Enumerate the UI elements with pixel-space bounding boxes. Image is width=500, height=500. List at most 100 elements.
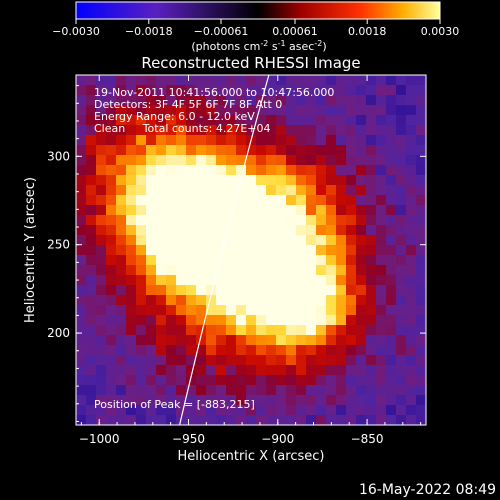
heatmap-pixel bbox=[156, 75, 167, 86]
heatmap-pixel bbox=[376, 415, 387, 425]
heatmap-pixel bbox=[296, 105, 307, 116]
heatmap-pixel bbox=[126, 235, 137, 246]
heatmap-pixel bbox=[256, 385, 267, 396]
heatmap-pixel bbox=[356, 335, 367, 346]
heatmap-pixel bbox=[246, 335, 257, 346]
heatmap-pixel bbox=[406, 205, 417, 216]
heatmap-pixel bbox=[306, 295, 317, 306]
heatmap-pixel bbox=[346, 345, 357, 356]
heatmap-pixel bbox=[206, 395, 217, 406]
heatmap-pixel bbox=[326, 415, 337, 425]
heatmap-pixel bbox=[186, 285, 197, 296]
heatmap-pixel bbox=[246, 265, 257, 276]
heatmap-pixel bbox=[76, 205, 87, 216]
heatmap-pixel bbox=[116, 315, 127, 326]
annotation-time: 19-Nov-2011 10:41:56.000 to 10:47:56.000 bbox=[94, 86, 334, 99]
heatmap-pixel bbox=[246, 145, 257, 156]
heatmap-pixel bbox=[336, 365, 347, 376]
heatmap-pixel bbox=[246, 75, 257, 86]
heatmap-pixel bbox=[106, 255, 117, 266]
heatmap-pixel bbox=[306, 215, 317, 226]
heatmap-pixel bbox=[116, 115, 127, 126]
heatmap-pixel bbox=[96, 75, 107, 86]
heatmap-pixel bbox=[286, 415, 297, 425]
heatmap-pixel bbox=[236, 355, 247, 366]
heatmap-pixel bbox=[296, 345, 307, 356]
heatmap-pixel bbox=[316, 365, 327, 376]
heatmap-pixel bbox=[316, 275, 327, 286]
heatmap-pixel bbox=[166, 165, 177, 176]
heatmap-pixel bbox=[246, 375, 257, 386]
heatmap-pixel bbox=[346, 415, 357, 425]
heatmap-pixel bbox=[206, 265, 217, 276]
heatmap-pixel bbox=[336, 395, 347, 406]
heatmap-pixel bbox=[246, 275, 257, 286]
heatmap-pixel bbox=[146, 255, 157, 266]
heatmap-pixel bbox=[86, 105, 97, 116]
heatmap-pixel bbox=[256, 255, 267, 266]
heatmap-pixel bbox=[326, 135, 337, 146]
heatmap-pixel bbox=[246, 175, 257, 186]
heatmap-pixel bbox=[406, 175, 417, 186]
heatmap-pixel bbox=[106, 395, 117, 406]
heatmap-pixel bbox=[306, 395, 317, 406]
heatmap-pixel bbox=[126, 335, 137, 346]
heatmap-pixel bbox=[116, 145, 127, 156]
heatmap-pixel bbox=[216, 95, 227, 106]
heatmap-pixel bbox=[136, 365, 147, 376]
heatmap-pixel bbox=[246, 285, 257, 296]
heatmap-pixel bbox=[296, 395, 307, 406]
heatmap-pixel bbox=[336, 165, 347, 176]
heatmap-pixel bbox=[316, 285, 327, 296]
colorbar-tick-label: 0.0030 bbox=[421, 25, 460, 38]
heatmap-pixel bbox=[306, 155, 317, 166]
heatmap-pixel bbox=[186, 355, 197, 366]
heatmap-pixel bbox=[356, 135, 367, 146]
heatmap-pixel bbox=[206, 225, 217, 236]
heatmap-pixel bbox=[186, 345, 197, 356]
heatmap-pixel bbox=[236, 215, 247, 226]
heatmap-pixel bbox=[146, 385, 157, 396]
heatmap-pixel bbox=[216, 355, 227, 366]
heatmap-pixel bbox=[316, 95, 327, 106]
heatmap-pixel bbox=[266, 145, 277, 156]
heatmap-pixel bbox=[266, 255, 277, 266]
heatmap-pixel bbox=[86, 325, 97, 336]
heatmap-pixel bbox=[106, 185, 117, 196]
heatmap-pixel bbox=[206, 325, 217, 336]
heatmap-pixel bbox=[186, 415, 197, 425]
heatmap-pixel bbox=[196, 285, 207, 296]
heatmap-pixel bbox=[216, 115, 227, 126]
heatmap-pixel bbox=[106, 105, 117, 116]
heatmap-pixel bbox=[286, 165, 297, 176]
heatmap-pixel bbox=[416, 255, 426, 266]
heatmap-pixel bbox=[306, 185, 317, 196]
heatmap-pixel bbox=[296, 405, 307, 416]
heatmap-pixel bbox=[366, 135, 377, 146]
heatmap-pixel bbox=[326, 95, 337, 106]
heatmap-pixel bbox=[296, 175, 307, 186]
heatmap-pixel bbox=[326, 205, 337, 216]
heatmap-pixel bbox=[186, 255, 197, 266]
heatmap-pixel bbox=[96, 325, 107, 336]
heatmap-pixel bbox=[116, 215, 127, 226]
heatmap-pixel bbox=[176, 345, 187, 356]
heatmap-pixel bbox=[336, 405, 347, 416]
heatmap-pixel bbox=[336, 415, 347, 425]
heatmap-pixel bbox=[286, 95, 297, 106]
heatmap-pixel bbox=[166, 345, 177, 356]
heatmap-pixel bbox=[316, 305, 327, 316]
heatmap-pixel bbox=[216, 395, 227, 406]
heatmap-pixel bbox=[176, 185, 187, 196]
heatmap-pixel bbox=[386, 225, 397, 236]
heatmap-pixel bbox=[186, 385, 197, 396]
heatmap-pixel bbox=[346, 295, 357, 306]
heatmap-pixel bbox=[256, 285, 267, 296]
heatmap-pixel bbox=[196, 115, 207, 126]
heatmap-pixel bbox=[106, 345, 117, 356]
heatmap-pixel bbox=[176, 95, 187, 106]
heatmap-pixel bbox=[146, 245, 157, 256]
heatmap-pixel bbox=[236, 95, 247, 106]
heatmap-pixel bbox=[226, 135, 237, 146]
heatmap-pixel bbox=[236, 125, 247, 136]
